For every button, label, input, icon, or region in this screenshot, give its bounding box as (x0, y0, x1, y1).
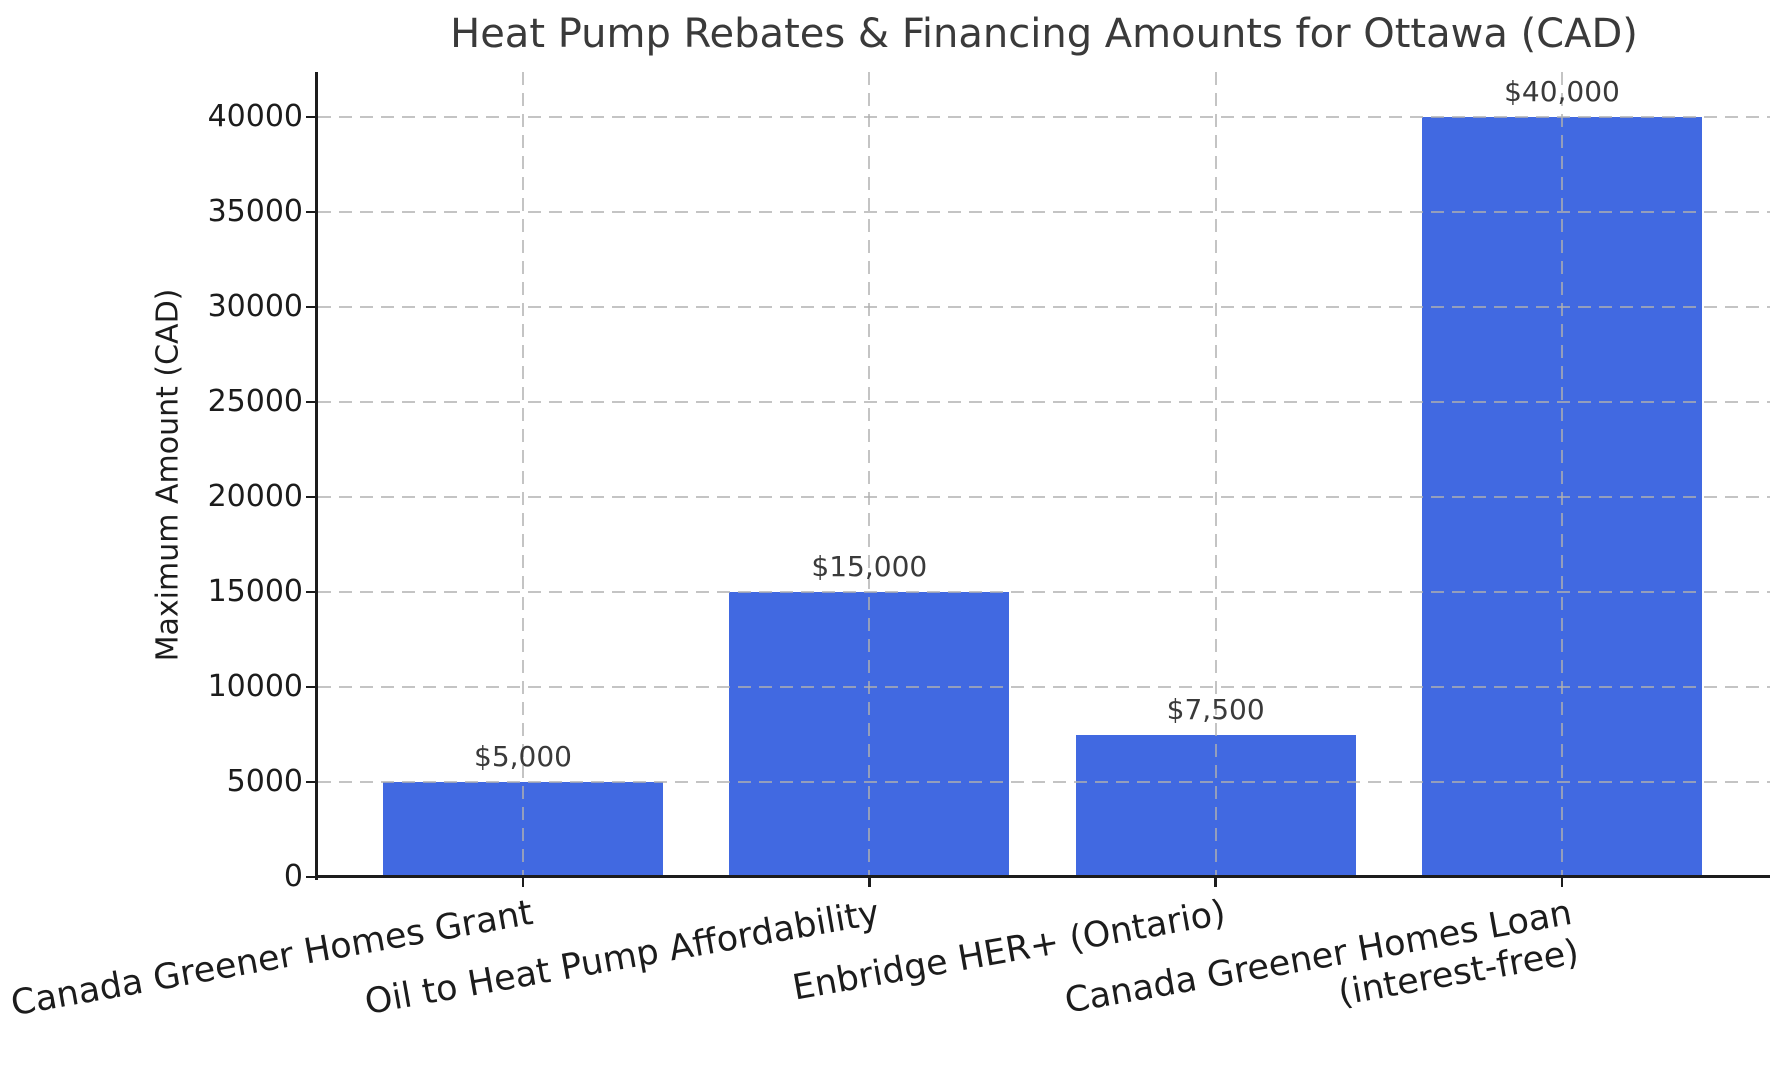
gridline-y-10000 (318, 686, 1770, 688)
y-tick-15000 (306, 590, 315, 594)
y-tick-0 (306, 875, 315, 879)
x-axis-spine (315, 875, 1770, 878)
gridline-x-3 (1560, 72, 1563, 877)
y-tick-label-0: 0 (283, 859, 303, 894)
gridline-y-15000 (318, 591, 1770, 593)
y-tick-label-40000: 40000 (207, 99, 303, 134)
y-tick-label-20000: 20000 (207, 479, 303, 514)
gridline-x-1 (868, 72, 871, 877)
y-tick-5000 (306, 780, 315, 784)
gridline-y-30000 (318, 306, 1770, 308)
bar-value-label-2: $7,500 (1166, 692, 1265, 726)
y-tick-20000 (306, 495, 315, 499)
gridline-y-40000 (318, 116, 1770, 118)
gridline-y-20000 (318, 496, 1770, 498)
gridline-y-5000 (318, 781, 1770, 783)
chart-title: Heat Pump Rebates & Financing Amounts fo… (450, 11, 1638, 57)
y-axis-spine (315, 72, 318, 880)
x-tick-0 (521, 878, 525, 887)
y-tick-label-25000: 25000 (207, 384, 303, 419)
bar-value-label-3: $40,000 (1504, 75, 1620, 108)
y-tick-label-35000: 35000 (207, 194, 303, 229)
gridline-x-0 (522, 72, 524, 877)
y-tick-label-10000: 10000 (207, 669, 303, 704)
x-tick-3 (1560, 878, 1564, 887)
y-tick-10000 (306, 685, 315, 689)
gridline-y-35000 (318, 211, 1770, 213)
x-tick-1 (868, 878, 871, 887)
y-tick-25000 (306, 400, 315, 404)
y-tick-30000 (306, 305, 315, 309)
bar-value-label-0: $5,000 (474, 740, 572, 773)
y-tick-label-5000: 5000 (226, 764, 303, 799)
gridline-x-2 (1214, 72, 1217, 877)
y-tick-label-15000: 15000 (207, 574, 303, 609)
gridline-y-25000 (318, 401, 1770, 403)
x-tick-2 (1214, 878, 1217, 887)
y-tick-label-30000: 30000 (207, 289, 303, 324)
y-tick-35000 (306, 210, 315, 214)
y-tick-40000 (306, 115, 315, 119)
bar-value-label-1: $15,000 (811, 550, 928, 583)
